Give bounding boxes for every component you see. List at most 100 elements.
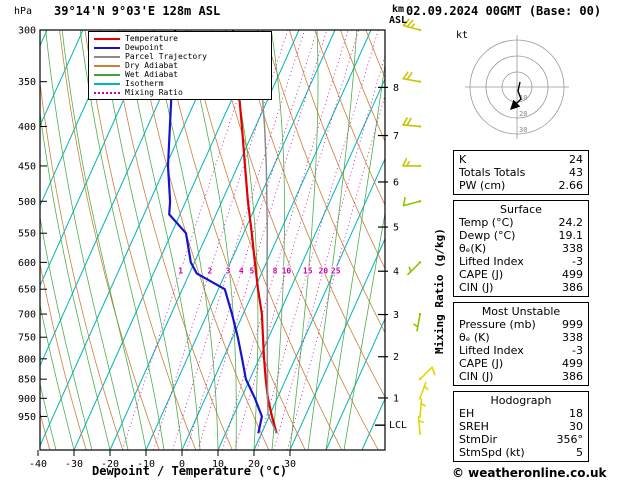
stat-value: 338 — [562, 242, 583, 255]
stat-label: Lifted Index — [459, 255, 524, 268]
plot-frame-and-ticks: 3003504004505005506006507007508008509009… — [18, 26, 399, 471]
stat-row: CAPE (J) 499 — [459, 357, 583, 370]
stat-label: PW (cm) — [459, 179, 506, 192]
stat-value: 338 — [562, 331, 583, 344]
mixing-ratio-value-label: 5 — [249, 267, 254, 276]
stat-value: 30 — [569, 420, 583, 433]
legend-label: Isotherm — [125, 79, 164, 88]
stat-row: Totals Totals 43 — [459, 166, 583, 179]
legend-line-dry-adiabat — [94, 64, 120, 67]
temperature-tick-label: 30 — [284, 459, 296, 470]
wind-barb — [418, 398, 426, 418]
pressure-tick-label: 400 — [18, 122, 36, 133]
stat-label: CAPE (J) — [459, 357, 504, 370]
stat-value: -3 — [572, 344, 583, 357]
stat-label: Temp (°C) — [459, 216, 514, 229]
legend-item-mixing-ratio: Mixing Ratio — [94, 88, 266, 97]
stat-value: 2.66 — [558, 179, 584, 192]
stat-value: 499 — [562, 357, 583, 370]
legend-label: Parcel Trajectory — [125, 52, 207, 61]
wind-barb — [402, 196, 422, 207]
wind-barb — [413, 312, 422, 332]
km-tick-label: 4 — [393, 267, 399, 278]
stat-label: Dewp (°C) — [459, 229, 516, 242]
lcl-label: LCL — [389, 420, 408, 431]
km-tick-label: 8 — [393, 83, 399, 94]
stat-row: Pressure (mb) 999 — [459, 318, 583, 331]
stat-row: SREH 30 — [459, 420, 583, 433]
stat-label: CIN (J) — [459, 281, 494, 294]
pressure-tick-label: 300 — [18, 26, 36, 37]
wind-barb-column — [402, 18, 436, 435]
stat-value: 5 — [576, 446, 583, 459]
stat-row: CIN (J) 386 — [459, 370, 583, 383]
stability-indices-box: K 24 Totals Totals 43 PW (cm) 2.66 — [453, 150, 589, 195]
km-tick-label: 6 — [393, 177, 399, 188]
stat-label: K — [459, 153, 467, 166]
wind-barb — [417, 415, 424, 435]
legend-label: Mixing Ratio — [125, 88, 183, 97]
mixing-ratio-value-label: 4 — [239, 267, 244, 276]
wind-barb — [418, 381, 429, 400]
copyright-text: © weatheronline.co.uk — [452, 466, 607, 480]
legend-line-parcel — [94, 55, 120, 58]
most-unstable-stats-box: Most Unstable Pressure (mb) 999 θₑ (K) 338… — [453, 302, 589, 386]
stat-value: 19.1 — [558, 229, 584, 242]
stat-label: EH — [459, 407, 475, 420]
stat-row: PW (cm) 2.66 — [459, 179, 583, 192]
legend-label: Temperature — [125, 34, 178, 43]
legend-item-dewpoint: Dewpoint — [94, 43, 266, 52]
stat-value: 356° — [556, 433, 584, 446]
stat-value: 386 — [562, 370, 583, 383]
stat-label: StmSpd (kt) — [459, 446, 525, 459]
mixing-ratio-value-label: 1 — [178, 267, 183, 276]
legend-label: Dewpoint — [125, 43, 164, 52]
section-title: Surface — [500, 203, 542, 216]
stat-value: 386 — [562, 281, 583, 294]
legend-line-temperature — [94, 37, 120, 40]
section-title: Most Unstable — [481, 305, 561, 318]
stat-row: StmDir 356° — [459, 433, 583, 446]
stat-row: Dewp (°C) 19.1 — [459, 229, 583, 242]
altitude-axis-unit-km: km — [392, 4, 405, 15]
stat-value: 24.2 — [558, 216, 584, 229]
stat-row: K 24 — [459, 153, 583, 166]
pressure-tick-label: 600 — [18, 258, 36, 269]
km-tick-label: 2 — [393, 352, 399, 363]
stat-label: CAPE (J) — [459, 268, 504, 281]
stat-label: Pressure (mb) — [459, 318, 536, 331]
altitude-axis-unit-asl: ASL — [389, 15, 408, 26]
hodograph-trace — [510, 81, 522, 110]
stat-value: 24 — [569, 153, 583, 166]
temperature-tick-label: -30 — [65, 459, 83, 470]
wind-barb — [402, 157, 422, 168]
series-dewpoint — [166, 30, 263, 434]
km-tick-label: 5 — [393, 223, 399, 234]
temperature-tick-label: 20 — [248, 459, 260, 470]
mixing-ratio-value-label: 25 — [331, 267, 341, 276]
stat-row: Lifted Index -3 — [459, 344, 583, 357]
stat-row: StmSpd (kt) 5 — [459, 446, 583, 459]
series-parcel-trajectory — [256, 30, 278, 434]
stat-value: -3 — [572, 255, 583, 268]
skewt-background-lines — [40, 30, 385, 450]
stat-value: 43 — [569, 166, 583, 179]
pressure-tick-label: 550 — [18, 229, 36, 240]
x-axis-label: Dewpoint / Temperature (°C) — [92, 464, 288, 478]
legend-line-mixing-ratio — [94, 91, 120, 94]
station-title: 39°14'N 9°03'E 128m ASL — [54, 4, 221, 18]
hodograph-ring — [485, 55, 549, 119]
stat-label: StmDir — [459, 433, 498, 446]
stat-label: Lifted Index — [459, 344, 524, 357]
pressure-tick-label: 700 — [18, 310, 36, 321]
stat-label: θₑ(K) — [459, 242, 487, 255]
km-tick-label: 3 — [393, 310, 399, 321]
stat-label: θₑ (K) — [459, 331, 490, 344]
stat-row: Lifted Index -3 — [459, 255, 583, 268]
wind-barb — [402, 71, 422, 83]
pressure-axis-unit: hPa — [14, 6, 33, 17]
hodograph-ring-label: 10 — [519, 94, 527, 102]
stat-value: 18 — [569, 407, 583, 420]
legend-box: Temperature Dewpoint Parcel Trajectory D… — [88, 31, 272, 100]
